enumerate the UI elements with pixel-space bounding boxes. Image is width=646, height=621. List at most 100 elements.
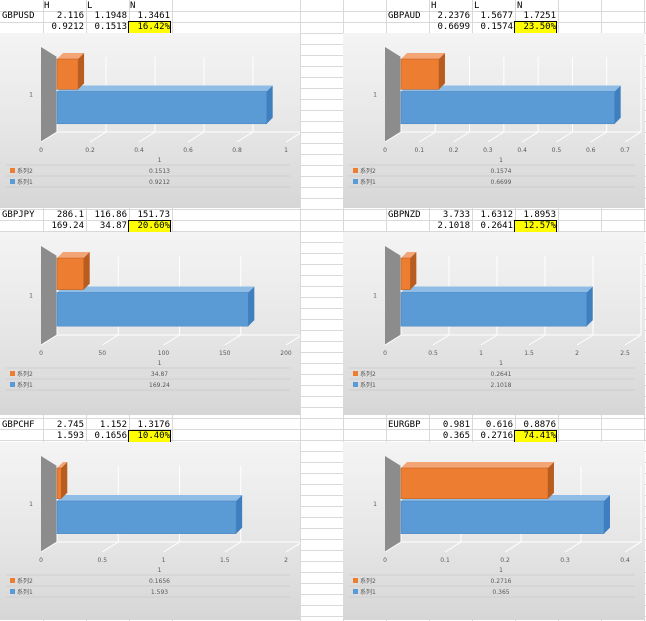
floor-gridline <box>504 541 522 553</box>
bar-series1 <box>56 91 267 125</box>
bar-series2 <box>400 58 440 90</box>
value-row-top: GBPCHF 2.745 1.152 1.3176 <box>0 420 300 431</box>
floor-gridline <box>285 542 300 553</box>
table-category-label: 1 <box>158 567 162 574</box>
x-tick-label: 0 <box>383 147 387 154</box>
legend-swatch <box>353 382 358 387</box>
legend-label: 系列2 <box>360 577 376 585</box>
floor-gridline <box>40 131 58 143</box>
legend-swatch <box>353 589 358 594</box>
x-tick-label: 0.4 <box>134 147 144 154</box>
bottom-n-value: 16.42% <box>128 21 171 34</box>
x-tick-label: 1.5 <box>220 557 230 564</box>
top-h-value: 2.2376 <box>437 11 470 21</box>
top-h-value: 2.745 <box>56 420 84 430</box>
table-value: 0.2716 <box>491 578 512 585</box>
bar-series2-side <box>61 462 68 499</box>
table-category-label: 1 <box>499 567 503 574</box>
x-tick-label: 0.6 <box>183 147 193 154</box>
bar-series1-top <box>401 286 593 293</box>
top-l-value: 1.1948 <box>94 11 127 21</box>
bottom-h-value: 1.593 <box>56 431 84 441</box>
legend-label: 系列1 <box>17 178 33 186</box>
x-tick-label: 1 <box>479 350 483 357</box>
y-category-label: 1 <box>373 92 377 99</box>
bar-series1-side <box>614 85 621 124</box>
chart-svg: 0 0.1 0.2 0.3 0.4 0.5 0.6 0.7 1 1 系列2 0.1574 系列1 0.66… <box>349 47 642 188</box>
header-h-left: H <box>44 1 50 11</box>
y-category-label: 1 <box>373 501 377 508</box>
floor-gridline <box>89 131 107 143</box>
bar-series2-side <box>547 462 554 499</box>
table-value: 2.1018 <box>491 382 512 389</box>
chart-gbpjpy: 0 50 100 150 200 1 1 系列2 34.87 系列1 169.24 <box>0 232 300 415</box>
floor-gridline <box>384 334 402 346</box>
bar-series2-side <box>83 252 90 290</box>
table-value: 169.24 <box>149 382 170 389</box>
y-category-label: 1 <box>29 293 33 300</box>
top-l-value: 116.86 <box>94 210 127 220</box>
top-n-value: 151.73 <box>137 210 170 220</box>
bottom-l-value: 0.1513 <box>94 22 127 32</box>
bar-series1-top <box>57 495 243 501</box>
bar-series1-side <box>604 495 610 534</box>
bottom-l-value: 0.1574 <box>480 22 513 32</box>
chart-svg: 0 0.1 0.2 0.3 0.4 1 1 系列2 0.2716 系列1 0.365 <box>349 456 642 598</box>
x-tick-label: 0.3 <box>560 557 570 564</box>
chart-gbpaud: 0 0.1 0.2 0.3 0.4 0.5 0.6 0.7 1 1 系列2 0.1574 系列1 0.66… <box>343 33 645 208</box>
bottom-l-value: 0.2716 <box>480 431 513 441</box>
floor-gridline <box>138 131 156 143</box>
floor-gridline <box>624 334 642 346</box>
value-row-bottom: 0.365 0.2716 74.41% <box>343 430 646 443</box>
bottom-l-value: 0.2641 <box>480 221 513 231</box>
bar-series2 <box>400 467 549 499</box>
floor-gridline <box>384 131 402 143</box>
top-l-value: 1.5677 <box>480 11 513 21</box>
value-row-top: GBPNZD 3.733 1.6312 1.8953 <box>343 210 646 221</box>
x-tick-label: 1.5 <box>524 350 534 357</box>
floor-gridline <box>101 541 119 553</box>
legend-swatch <box>353 371 358 376</box>
legend-label: 系列1 <box>360 381 376 389</box>
table-category-label: 1 <box>158 360 162 367</box>
x-tick-label: 0 <box>39 557 43 564</box>
bar-series1 <box>56 292 249 327</box>
value-row-bottom: 169.24 34.87 20.60% <box>0 220 300 233</box>
bar-series2 <box>56 467 62 499</box>
x-tick-label: 100 <box>158 350 170 357</box>
header-n-right: N <box>517 1 523 11</box>
bar-series2-top <box>57 252 90 258</box>
x-tick-label: 0.2 <box>449 147 459 154</box>
floor-gridline <box>590 131 607 143</box>
x-tick-label: 0 <box>39 350 43 357</box>
side-wall <box>41 47 57 142</box>
side-wall <box>385 456 401 552</box>
bar-series2 <box>56 58 79 90</box>
top-n-value: 0.8876 <box>523 420 556 430</box>
header-l-left: L <box>87 1 93 11</box>
bar-series1 <box>400 292 588 327</box>
top-n-value: 1.8953 <box>523 210 556 220</box>
top-l-value: 0.616 <box>485 420 513 430</box>
table-category-label: 1 <box>499 157 503 164</box>
table-value: 0.9212 <box>149 179 170 186</box>
symbol-label: GBPJPY <box>2 210 35 220</box>
x-tick-label: 50 <box>98 350 106 357</box>
bottom-n-value: 10.40% <box>128 430 171 443</box>
bottom-l-value: 34.87 <box>99 221 127 231</box>
legend-swatch <box>353 578 358 583</box>
legend-swatch <box>353 168 358 173</box>
floor-gridline <box>163 541 180 553</box>
bar-series1 <box>400 500 605 534</box>
floor-gridline <box>487 131 505 143</box>
bar-series1-side <box>266 85 273 124</box>
floor-gridline <box>40 541 58 553</box>
x-tick-label: 0.5 <box>97 557 107 564</box>
legend-label: 系列2 <box>17 167 33 175</box>
x-tick-label: 0 <box>39 147 43 154</box>
bar-series2 <box>56 257 84 290</box>
column-headers-right: H L N <box>343 1 646 12</box>
x-tick-label: 0.3 <box>483 147 493 154</box>
y-category-label: 1 <box>373 293 377 300</box>
bar-series2-top <box>401 462 554 468</box>
